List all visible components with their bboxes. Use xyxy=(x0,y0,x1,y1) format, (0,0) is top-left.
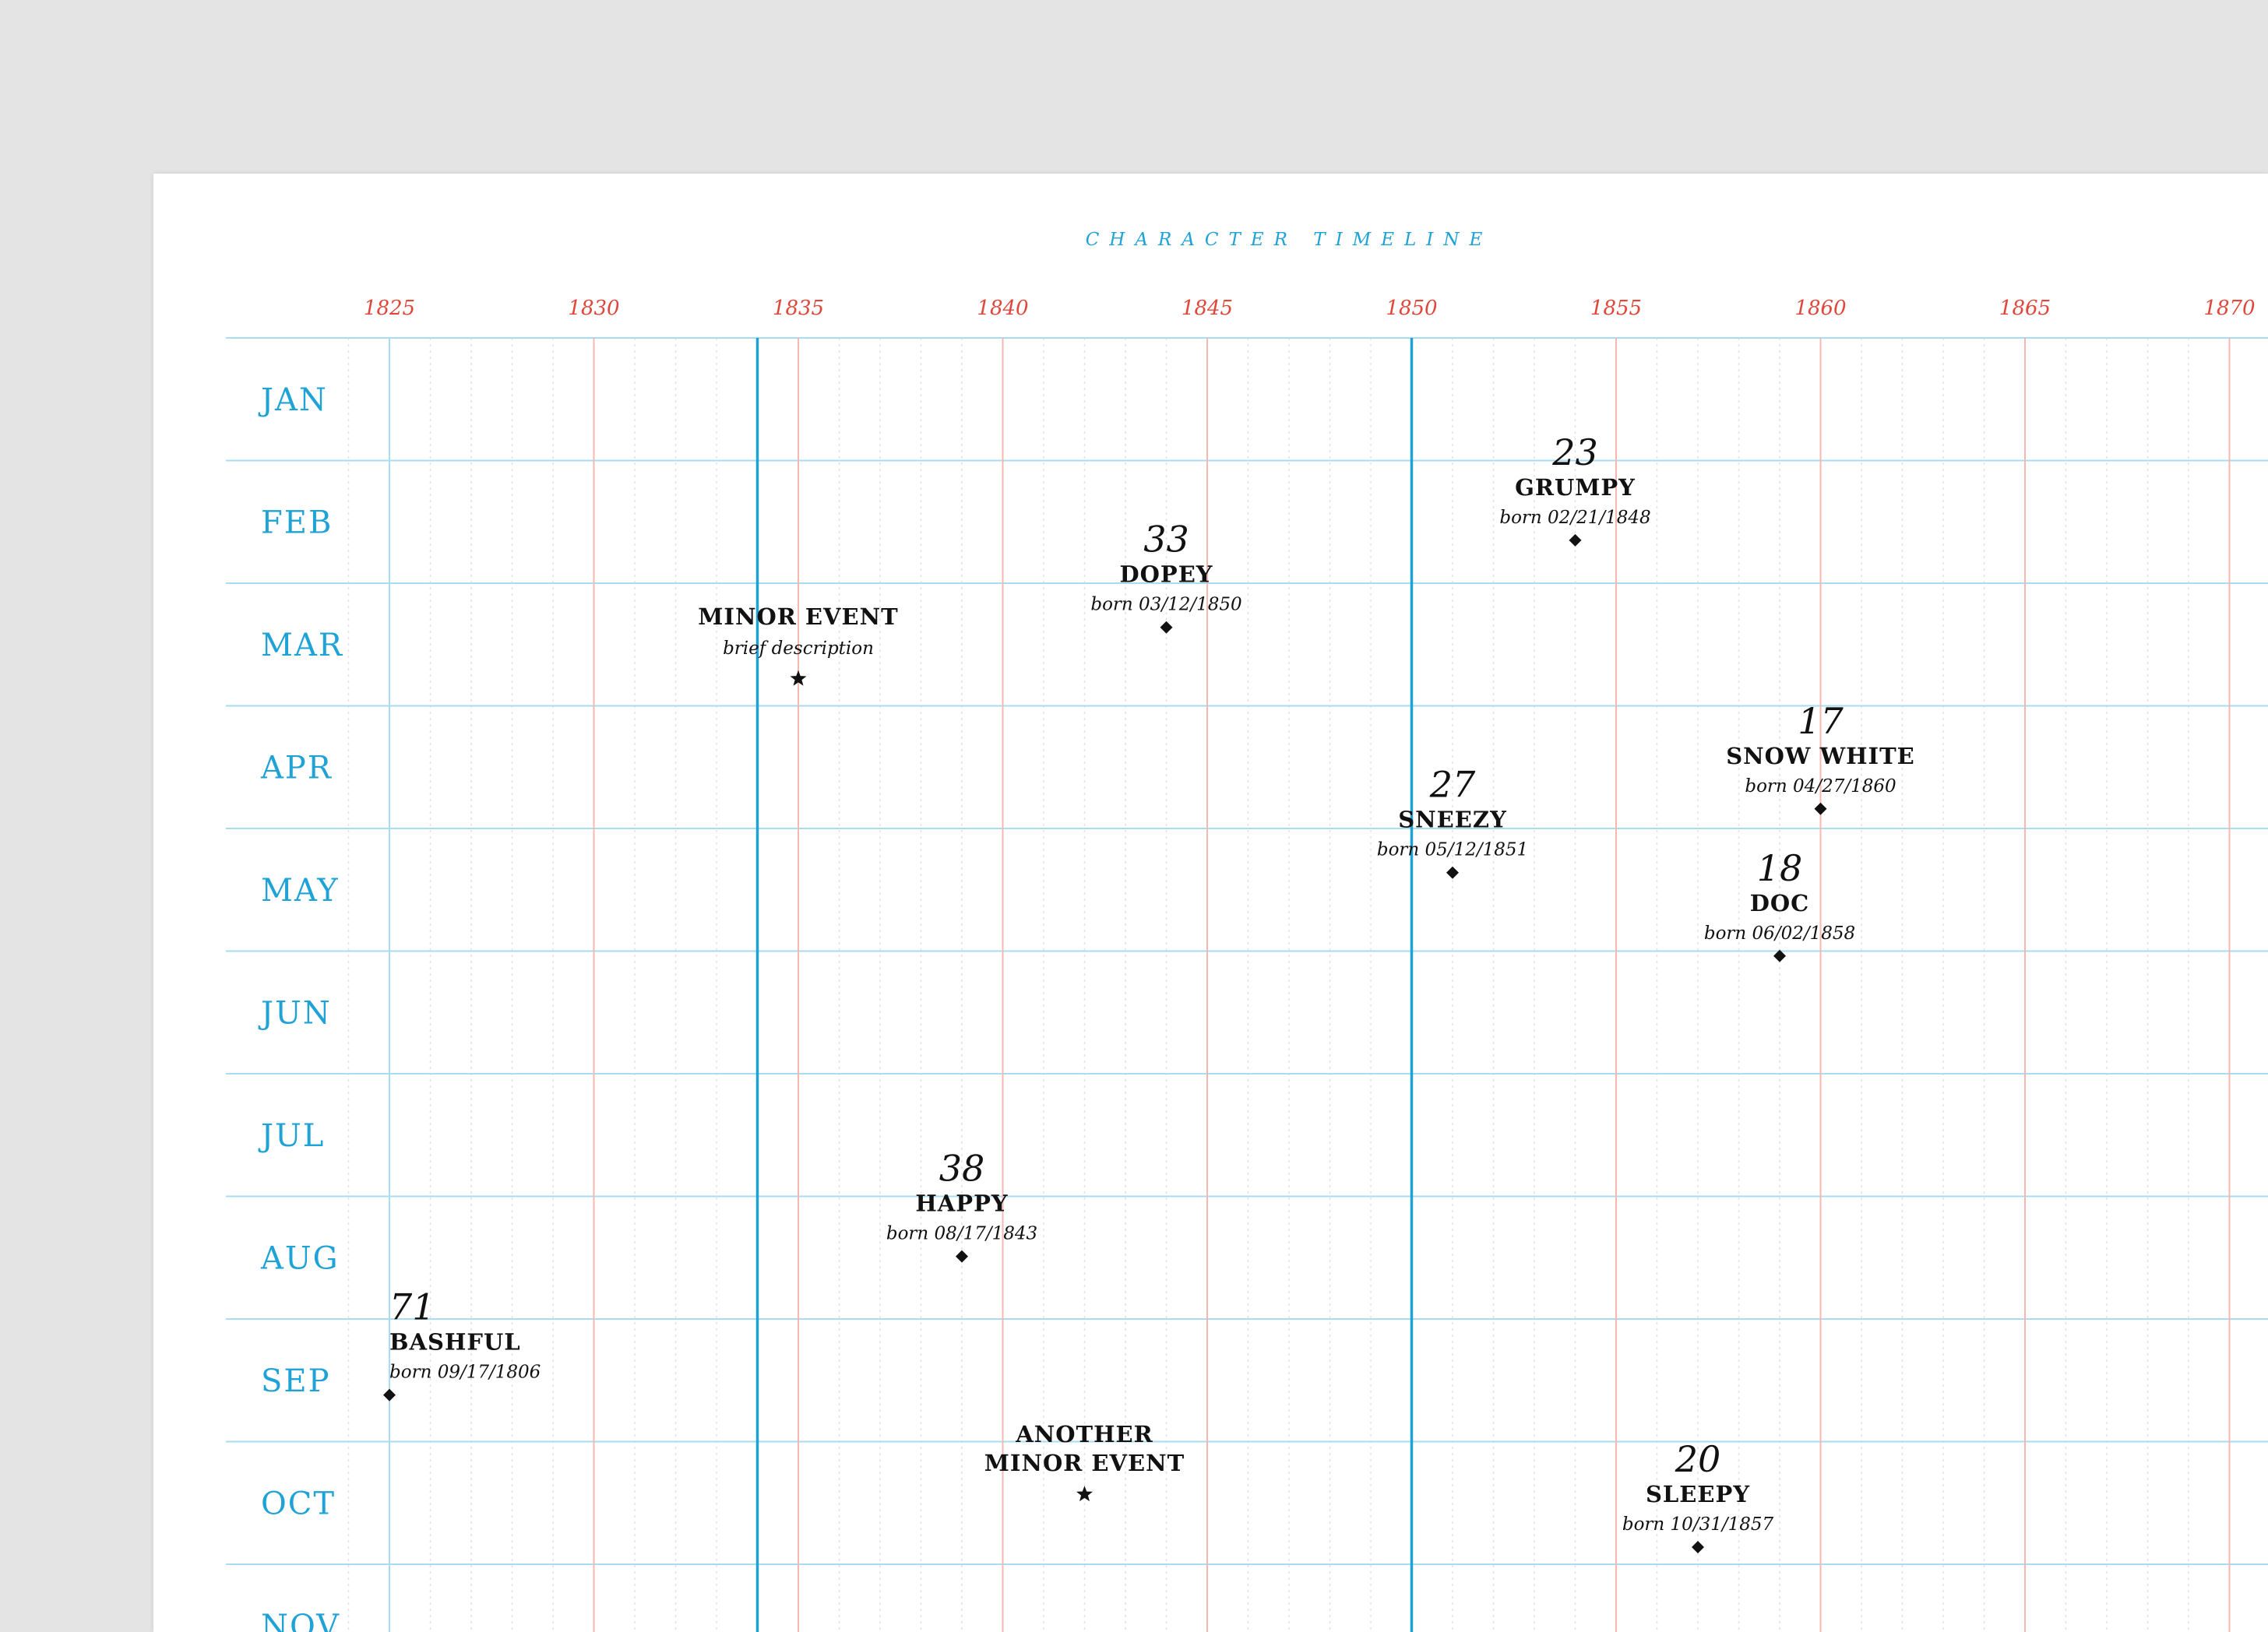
month-label-jan: JAN xyxy=(258,382,328,418)
event-name: GRUMPY xyxy=(1515,474,1636,501)
event-detail: brief description xyxy=(723,638,874,659)
year-label: 1850 xyxy=(1386,297,1437,320)
year-labels: 1825 1830 1835 1840 1845 1850 1855 1860 1865 1870 xyxy=(364,297,2256,320)
diamond-marker xyxy=(1569,533,1582,547)
year-label: 1845 xyxy=(1182,297,1233,320)
year-label: 1840 xyxy=(977,297,1028,320)
event-name: DOPEY xyxy=(1119,561,1213,588)
month-labels: JAN FEB MAR APR MAY JUN JUL AUG SEP OCT NOV xyxy=(258,382,343,1632)
event-age: 33 xyxy=(1143,519,1189,561)
month-label-may: MAY xyxy=(261,873,340,909)
event-detail: born 03/12/1850 xyxy=(1090,595,1241,615)
event-age: 38 xyxy=(939,1148,985,1190)
diamond-marker xyxy=(1160,621,1173,634)
month-label-jun: JUN xyxy=(258,995,332,1031)
month-label-aug: AUG xyxy=(260,1240,340,1276)
event-detail: born 02/21/1848 xyxy=(1499,508,1650,528)
event-name: SNEEZY xyxy=(1398,807,1507,833)
event-name: BASHFUL xyxy=(389,1329,521,1356)
event-age: 23 xyxy=(1551,431,1598,473)
year-label: 1860 xyxy=(1794,297,1846,320)
grid-lines xyxy=(226,337,2268,1632)
month-label-feb: FEB xyxy=(261,505,333,540)
event-name: SNOW WHITE xyxy=(1726,743,1915,769)
event-name: SLEEPY xyxy=(1646,1481,1750,1507)
event-age: 20 xyxy=(1675,1438,1721,1480)
event-detail: born 08/17/1843 xyxy=(886,1224,1037,1244)
diamond-marker xyxy=(1692,1540,1704,1553)
diamond-marker xyxy=(1446,866,1459,879)
year-label: 1870 xyxy=(2203,297,2255,320)
month-label-nov: NOV xyxy=(261,1609,340,1632)
event-name: ANOTHER xyxy=(1015,1421,1153,1447)
chart-title: CHARACTER TIMELINE xyxy=(1086,230,1493,250)
event-detail: born 05/12/1851 xyxy=(1377,840,1528,860)
event-age: 18 xyxy=(1757,847,1803,889)
month-label-sep: SEP xyxy=(261,1363,331,1399)
year-label: 1855 xyxy=(1590,297,1642,320)
timeline-paper: JAN FEB MAR APR MAY JUN JUL AUG SEP OCT NOV 1825 18… xyxy=(153,174,2268,1632)
event-detail: born 09/17/1806 xyxy=(389,1363,541,1383)
event-detail: born 10/31/1857 xyxy=(1622,1514,1774,1535)
month-label-oct: OCT xyxy=(261,1486,336,1521)
event-name: MINOR EVENT xyxy=(984,1450,1185,1476)
event-detail: born 04/27/1860 xyxy=(1745,776,1896,797)
diamond-marker xyxy=(1814,802,1827,815)
year-label: 1830 xyxy=(568,297,619,320)
event-name: HAPPY xyxy=(915,1191,1008,1217)
star-marker xyxy=(790,670,807,686)
event-age: 71 xyxy=(389,1286,435,1328)
event-detail: born 06/02/1858 xyxy=(1704,923,1855,944)
event-age: 27 xyxy=(1429,764,1476,806)
year-label: 1825 xyxy=(364,297,415,320)
diamond-marker xyxy=(1773,949,1786,962)
month-label-mar: MAR xyxy=(261,628,343,663)
year-label: 1835 xyxy=(773,297,824,320)
minor-event: brief description MINOR EVENT xyxy=(698,603,898,686)
month-label-jul: JUL xyxy=(258,1118,325,1154)
diamond-marker xyxy=(383,1388,396,1402)
event-age: 17 xyxy=(1798,700,1844,742)
event-name: DOC xyxy=(1750,890,1810,916)
diamond-marker xyxy=(956,1250,968,1263)
event-name: MINOR EVENT xyxy=(698,603,898,630)
star-marker xyxy=(1076,1486,1093,1502)
month-label-apr: APR xyxy=(260,750,333,786)
minor-event: MINOR EVENT ANOTHER xyxy=(984,1421,1185,1502)
year-label: 1865 xyxy=(1999,297,2051,320)
